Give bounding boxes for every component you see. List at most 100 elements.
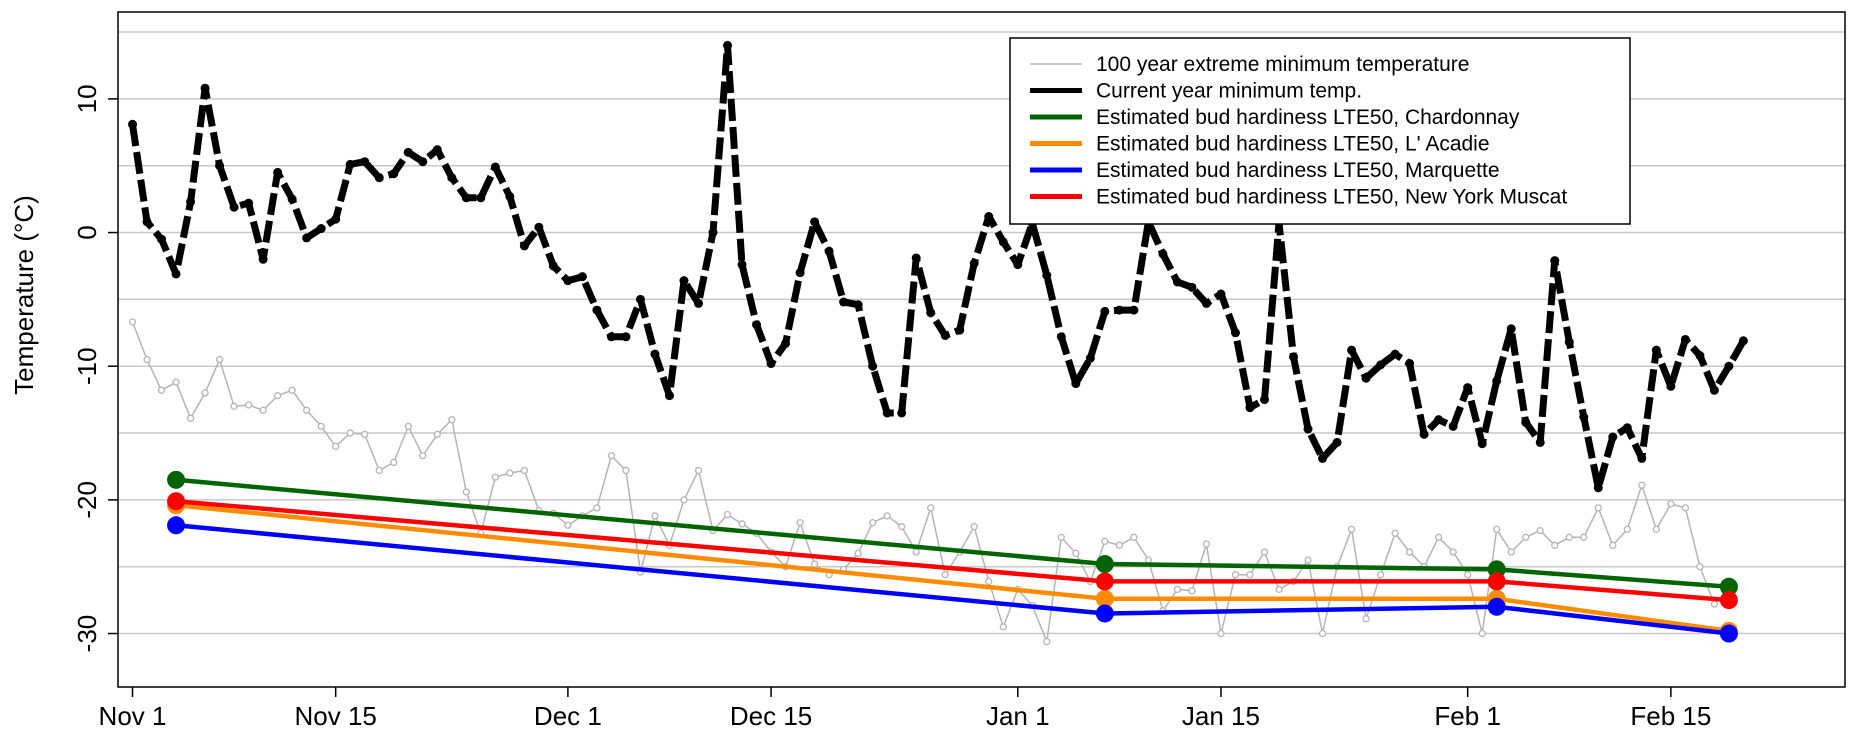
- point-current-min: [345, 159, 355, 169]
- point-extreme-min: [201, 389, 209, 397]
- point-hardiness: [1719, 577, 1738, 596]
- point-current-min: [229, 202, 239, 212]
- point-current-min: [1680, 334, 1690, 344]
- point-current-min: [723, 40, 733, 50]
- point-extreme-min: [1565, 533, 1573, 541]
- point-extreme-min: [520, 466, 529, 475]
- point-extreme-min: [506, 469, 514, 477]
- point-current-min: [490, 162, 500, 172]
- point-current-min: [694, 298, 704, 308]
- x-tick-label: Dec 15: [730, 701, 812, 731]
- point-extreme-min: [1652, 525, 1660, 533]
- series-line-current-min: [129, 41, 1747, 492]
- point-current-min: [1259, 395, 1269, 405]
- point-extreme-min: [622, 466, 630, 475]
- point-current-min: [1405, 359, 1415, 369]
- point-current-min: [157, 234, 167, 244]
- point-current-min: [592, 305, 602, 315]
- point-current-min: [810, 217, 820, 227]
- point-extreme-min: [230, 402, 238, 410]
- point-extreme-min: [303, 406, 311, 414]
- point-extreme-min: [898, 522, 906, 531]
- point-extreme-min: [244, 401, 253, 409]
- point-extreme-min: [1623, 525, 1631, 533]
- point-extreme-min: [433, 430, 441, 439]
- point-extreme-min: [1594, 504, 1602, 512]
- point-current-min: [766, 359, 776, 369]
- legend-label: 100 year extreme minimum temperature: [1096, 53, 1469, 76]
- point-hardiness: [1095, 604, 1114, 623]
- point-current-min: [563, 276, 573, 286]
- point-extreme-min: [999, 623, 1007, 631]
- point-extreme-min: [723, 510, 732, 519]
- series-line-hardiness: [175, 498, 1730, 603]
- point-current-min: [679, 276, 689, 286]
- series-line-extreme-min: [131, 321, 1716, 645]
- point-current-min: [650, 349, 660, 359]
- point-extreme-min: [1362, 615, 1370, 623]
- point-current-min: [142, 217, 152, 227]
- point-current-min: [1390, 349, 1400, 359]
- point-extreme-min: [1130, 533, 1138, 541]
- point-extreme-min: [448, 416, 456, 424]
- point-current-min: [737, 260, 747, 270]
- point-extreme-min: [1464, 571, 1472, 579]
- point-current-min: [781, 338, 791, 348]
- point-extreme-min: [1101, 537, 1109, 545]
- point-extreme-min: [1304, 556, 1312, 564]
- point-current-min: [1695, 351, 1705, 361]
- legend-label: Estimated bud hardiness LTE50, Chardonna…: [1096, 106, 1520, 129]
- point-current-min: [1506, 324, 1516, 334]
- point-extreme-min: [1275, 585, 1283, 594]
- point-current-min: [1158, 249, 1168, 259]
- point-current-min: [577, 272, 587, 282]
- point-current-min: [955, 325, 965, 335]
- point-current-min: [853, 300, 863, 310]
- legend-label: Estimated bud hardiness LTE50, New York …: [1096, 186, 1567, 209]
- x-tick-label: Jan 15: [1182, 701, 1260, 731]
- point-extreme-min: [1667, 500, 1675, 508]
- point-extreme-min: [796, 518, 804, 527]
- y-tick-label: -20: [72, 481, 102, 519]
- legend-box: [1009, 37, 1631, 225]
- x-tick-label: Feb 1: [1434, 701, 1501, 731]
- point-extreme-min: [694, 466, 703, 475]
- series-line-hardiness: [175, 502, 1730, 634]
- point-extreme-min: [1217, 629, 1225, 638]
- point-current-min: [911, 253, 921, 263]
- point-current-min: [258, 254, 268, 264]
- point-hardiness: [1719, 591, 1738, 610]
- point-current-min: [1448, 421, 1458, 431]
- point-extreme-min: [970, 522, 978, 531]
- x-tick-label: Nov 1: [99, 701, 167, 731]
- point-current-min: [1477, 439, 1487, 449]
- point-current-min: [1361, 373, 1371, 383]
- point-extreme-min: [1057, 533, 1065, 541]
- point-extreme-min: [491, 473, 499, 481]
- point-current-min: [998, 237, 1008, 247]
- point-current-min: [1666, 381, 1676, 391]
- point-current-min: [1376, 360, 1386, 370]
- point-current-min: [1419, 429, 1429, 439]
- point-extreme-min: [593, 504, 601, 512]
- point-hardiness: [1487, 572, 1506, 591]
- point-current-min: [664, 391, 674, 401]
- legend-label: Current year minimum temp.: [1096, 80, 1362, 103]
- point-current-min: [1216, 289, 1226, 299]
- point-current-min: [1100, 306, 1110, 316]
- point-current-min: [926, 308, 936, 318]
- point-current-min: [1724, 361, 1734, 371]
- point-extreme-min: [810, 560, 819, 568]
- point-current-min: [1521, 417, 1531, 427]
- point-current-min: [897, 408, 907, 418]
- point-extreme-min: [390, 458, 398, 467]
- point-extreme-min: [912, 548, 920, 556]
- point-current-min: [1129, 305, 1139, 315]
- legend-label: Estimated bud hardiness LTE50, Marquette: [1096, 159, 1500, 182]
- point-current-min: [360, 157, 370, 167]
- point-extreme-min: [172, 378, 180, 386]
- point-current-min: [606, 332, 616, 342]
- point-extreme-min: [1246, 571, 1254, 579]
